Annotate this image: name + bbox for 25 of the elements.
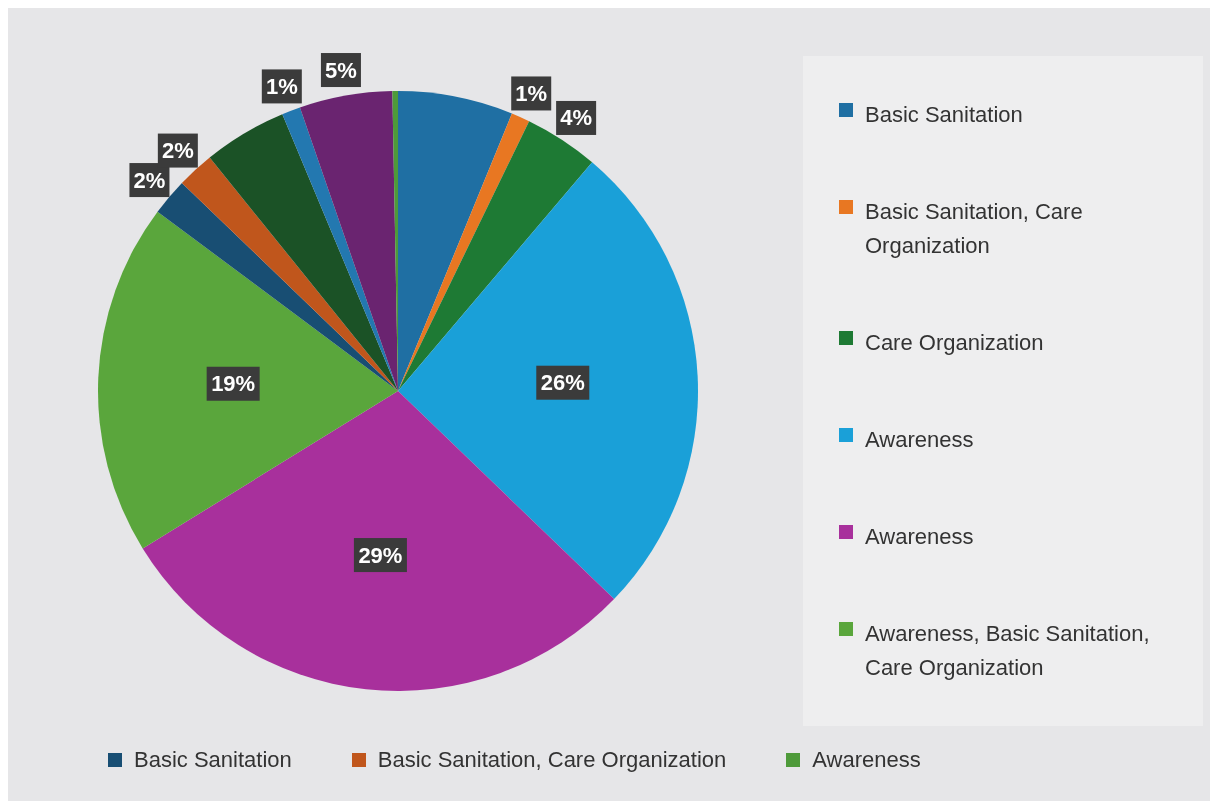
data-label: 1% (515, 80, 548, 106)
legend-label: Awareness (865, 425, 974, 454)
data-label: 4% (560, 105, 593, 131)
data-label: 5% (325, 57, 357, 83)
data-label: 2% (133, 167, 166, 193)
legend-label: Awareness (865, 522, 974, 551)
data-label: 1% (265, 73, 298, 99)
pie-slice (398, 91, 512, 391)
legend-label: Basic Sanitation (865, 100, 1023, 129)
pie-slice (209, 114, 398, 391)
pie-slice (98, 211, 398, 549)
pie-slice (299, 91, 398, 391)
legend-label: Care Organization (865, 328, 1044, 357)
legend-label: Awareness (812, 747, 921, 772)
legend-label: Awareness, Basic Sanitation, Care Organization (865, 619, 1151, 682)
data-label: 29% (358, 542, 403, 568)
pie-slice (398, 113, 530, 391)
legend-label: Basic Sanitation (134, 747, 292, 772)
pie-slice (181, 157, 398, 391)
data-label: 26% (540, 370, 585, 396)
legend-label: Basic Sanitation, Care Organization (865, 197, 1084, 260)
legend-label: Basic Sanitation, Care Organization (377, 747, 727, 772)
pie-slice (142, 391, 615, 691)
data-label: 19% (211, 371, 256, 397)
data-label: 2% (161, 138, 194, 164)
